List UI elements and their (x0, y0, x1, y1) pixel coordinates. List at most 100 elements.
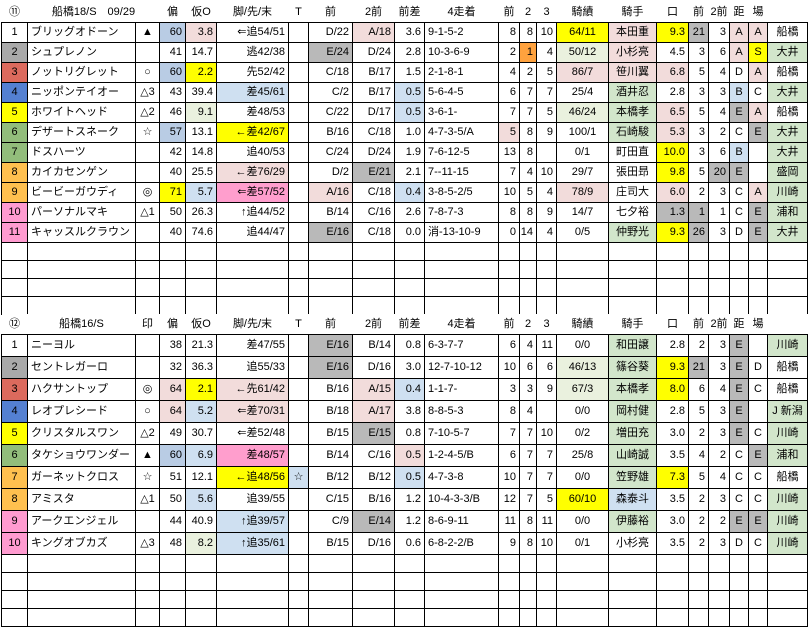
col-header-running-style[interactable]: 脚/先/末 (216, 314, 289, 334)
empty-cell[interactable] (288, 553, 309, 573)
empty-cell[interactable] (288, 571, 309, 591)
cell-jockey[interactable]: 石崎駿 (608, 121, 657, 143)
empty-cell[interactable] (424, 259, 499, 279)
empty-cell[interactable] (185, 241, 217, 261)
empty-cell[interactable] (394, 259, 425, 279)
empty-cell[interactable] (729, 277, 749, 297)
cell-prev2-class[interactable]: B/17 (352, 61, 395, 83)
cell-hen[interactable]: 49 (159, 421, 186, 445)
cell-pos-3c[interactable]: 9 (536, 377, 557, 401)
cell-jockey[interactable]: 山崎誠 (608, 443, 657, 467)
cell-mark[interactable] (135, 161, 160, 183)
cell-running-style[interactable]: 差48/53 (216, 101, 289, 123)
cell-kuchi[interactable]: 2.8 (656, 333, 689, 357)
col-header-prev-class[interactable]: 前 (308, 314, 353, 334)
empty-cell[interactable] (688, 553, 709, 573)
cell-kuchi[interactable]: 9.3 (656, 21, 689, 43)
col-header-kari-odds[interactable]: 仮O (185, 314, 217, 334)
cell-prev-margin[interactable]: 3.8 (394, 399, 425, 423)
cell-dist-grade[interactable]: E (729, 101, 749, 123)
cell-track[interactable]: 船橋 (767, 377, 808, 401)
cell-prev2-rank[interactable]: 3 (708, 355, 730, 379)
cell-dist-grade[interactable]: C (729, 465, 749, 489)
cell-prev2-class[interactable]: D/24 (352, 141, 395, 163)
empty-cell[interactable] (608, 295, 657, 315)
cell-t-mark[interactable] (288, 221, 309, 243)
empty-cell[interactable] (729, 295, 749, 315)
cell-pos-3c[interactable]: 11 (536, 509, 557, 533)
cell-mark[interactable]: ☆ (135, 465, 160, 489)
empty-cell[interactable] (308, 277, 353, 297)
cell-prev-class[interactable]: E/24 (308, 41, 353, 63)
cell-mark[interactable] (135, 41, 160, 63)
cell-jockey[interactable]: 増田充 (608, 421, 657, 445)
cell-pos-front[interactable]: 3 (498, 377, 520, 401)
empty-cell[interactable] (519, 241, 537, 261)
empty-cell[interactable] (1, 241, 28, 261)
empty-cell[interactable] (1, 295, 28, 315)
empty-cell[interactable] (308, 607, 353, 627)
cell-pos-front[interactable]: 6 (498, 333, 520, 357)
col-header-pos-3c[interactable]: 3 (536, 314, 557, 334)
cell-prev2-rank[interactable]: 20 (708, 161, 730, 183)
cell-kari-odds[interactable]: 3.8 (185, 21, 217, 43)
cell-prev-class[interactable]: E/16 (308, 333, 353, 357)
cell-venue-grade[interactable]: A (748, 181, 768, 203)
empty-cell[interactable] (498, 553, 520, 573)
cell-dist-grade[interactable]: D (729, 61, 749, 83)
cell-track[interactable]: 川崎 (767, 421, 808, 445)
cell-t-mark[interactable] (288, 333, 309, 357)
col-header-pos-front[interactable]: 前 (498, 2, 520, 22)
cell-pos-front[interactable]: 0 (498, 221, 520, 243)
cell-kari-odds[interactable]: 21.3 (185, 333, 217, 357)
cell-pos-3c[interactable]: 4 (536, 221, 557, 243)
empty-cell[interactable] (185, 571, 217, 591)
cell-hen[interactable]: 71 (159, 181, 186, 203)
cell-pos-2c[interactable]: 3 (519, 377, 537, 401)
cell-pos-2c[interactable]: 7 (519, 421, 537, 445)
cell-pos-3c[interactable] (536, 141, 557, 163)
cell-hen[interactable]: 40 (159, 221, 186, 243)
cell-last4-finish[interactable]: 7-8-7-3 (424, 201, 499, 223)
cell-jockey-record[interactable]: 78/9 (556, 181, 609, 203)
cell-pos-2c[interactable]: 7 (519, 101, 537, 123)
cell-prev-rank[interactable]: 5 (688, 399, 709, 423)
empty-cell[interactable] (308, 571, 353, 591)
empty-cell[interactable] (519, 295, 537, 315)
cell-prev-class[interactable]: A/16 (308, 181, 353, 203)
cell-t-mark[interactable] (288, 487, 309, 511)
cell-venue-grade[interactable]: C (748, 465, 768, 489)
cell-venue-grade[interactable]: C (748, 421, 768, 445)
cell-t-mark[interactable] (288, 21, 309, 43)
cell-t-mark[interactable] (288, 399, 309, 423)
empty-cell[interactable] (748, 241, 768, 261)
empty-cell[interactable] (748, 553, 768, 573)
empty-cell[interactable] (729, 241, 749, 261)
empty-cell[interactable] (608, 607, 657, 627)
cell-kuchi[interactable]: 2.8 (656, 399, 689, 423)
cell-horse-name[interactable]: キングオブカズ (27, 531, 136, 555)
empty-cell[interactable] (536, 607, 557, 627)
cell-jockey-record[interactable]: 46/24 (556, 101, 609, 123)
cell-last4-finish[interactable]: 3-6-1- (424, 101, 499, 123)
cell-track[interactable]: 船橋 (767, 465, 808, 489)
cell-track[interactable]: 川崎 (767, 531, 808, 555)
empty-cell[interactable] (424, 571, 499, 591)
cell-waku-num[interactable]: 2 (1, 355, 28, 379)
cell-prev-rank[interactable]: 1 (688, 201, 709, 223)
col-header-dist-grade[interactable]: 距 (729, 314, 749, 334)
cell-prev2-rank[interactable]: 3 (708, 399, 730, 423)
cell-jockey-record[interactable]: 0/2 (556, 421, 609, 445)
cell-kari-odds[interactable]: 74.6 (185, 221, 217, 243)
cell-track[interactable]: 浦和 (767, 201, 808, 223)
cell-prev2-rank[interactable]: 4 (708, 101, 730, 123)
empty-cell[interactable] (135, 571, 160, 591)
cell-pos-3c[interactable]: 7 (536, 465, 557, 489)
cell-dist-grade[interactable]: D (729, 531, 749, 555)
cell-pos-2c[interactable]: 8 (519, 121, 537, 143)
cell-prev-class[interactable]: D/2 (308, 161, 353, 183)
cell-track[interactable]: J 新潟 (767, 399, 808, 423)
cell-kuchi[interactable]: 3.5 (656, 531, 689, 555)
empty-cell[interactable] (352, 571, 395, 591)
cell-pos-3c[interactable]: 10 (536, 161, 557, 183)
